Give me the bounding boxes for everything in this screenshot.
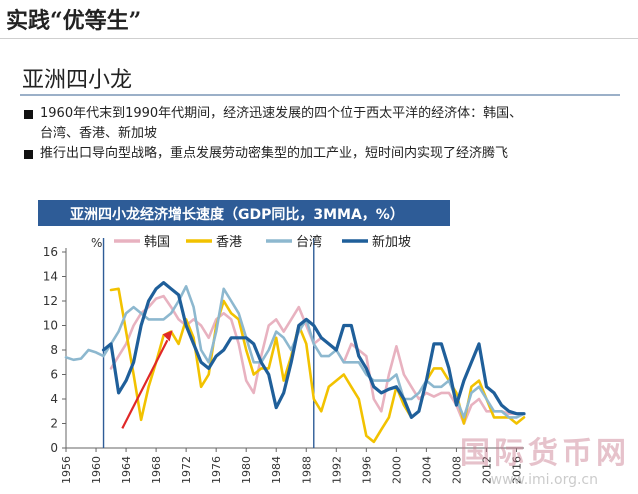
x-tick-label: 2000 bbox=[390, 456, 403, 484]
y-tick-label: 0 bbox=[50, 441, 58, 455]
x-tick-label: 1984 bbox=[270, 456, 283, 484]
trend-arrow-head bbox=[162, 330, 173, 342]
section-divider bbox=[20, 94, 620, 96]
y-tick-label: 4 bbox=[50, 392, 58, 406]
header-bar: 实践“优等生” bbox=[0, 0, 638, 39]
y-tick-label: 8 bbox=[50, 343, 58, 357]
x-tick-label: 1996 bbox=[360, 456, 373, 484]
trend-arrow-shaft bbox=[121, 339, 169, 429]
series-line-hongkong bbox=[109, 287, 526, 444]
x-tick-label: 1972 bbox=[180, 456, 193, 484]
bullet-square-icon bbox=[24, 150, 33, 159]
x-tick-label: 1992 bbox=[330, 456, 343, 484]
page-title: 实践“优等生” bbox=[6, 8, 142, 34]
chart-title-bar bbox=[38, 200, 450, 226]
bullet-text: 1960年代末到1990年代期间，经济迅速发展的四个位于西太平洋的经济体：韩国、 bbox=[40, 106, 523, 121]
y-tick-label: 10 bbox=[43, 319, 58, 333]
y-tick-label: 14 bbox=[43, 270, 58, 284]
x-tick-label: 1956 bbox=[60, 456, 73, 484]
x-tick-label: 2004 bbox=[420, 456, 433, 484]
series-line-singapore bbox=[101, 280, 526, 419]
x-tick-label: 1964 bbox=[120, 456, 133, 484]
bullet-text: 推行出口导向型战略，重点发展劳动密集型的加工产业，短时间内实现了经济腾飞 bbox=[40, 146, 509, 161]
gdp-growth-chart: 亚洲四小龙经济增长速度（GDP同比，3MMA，%）% 0 2 4 6 8 10 12 14 16 1… bbox=[0, 196, 638, 490]
bullet-list: 1960年代末到1990年代期间，经济迅速发展的四个位于西太平洋的经济体：韩国、… bbox=[22, 104, 634, 164]
legend-label-singapore: 新加坡 bbox=[372, 234, 411, 250]
y-tick-label: 12 bbox=[43, 294, 58, 308]
bullet-item: 推行出口导向型战略，重点发展劳动密集型的加工产业，短时间内实现了经济腾飞 bbox=[22, 144, 634, 164]
watermark-url: www.imi.org.cn bbox=[490, 472, 598, 488]
x-tick-label: 2016 bbox=[510, 456, 523, 484]
legend-label-taiwan: 台湾 bbox=[296, 234, 322, 250]
x-tick-label: 1980 bbox=[240, 456, 253, 484]
y-tick-label: 16 bbox=[43, 245, 58, 259]
y-axis-unit-label: % bbox=[91, 236, 102, 250]
x-tick-label: 2008 bbox=[450, 456, 463, 484]
y-tick-label: 2 bbox=[50, 417, 58, 431]
bullet-item: 1960年代末到1990年代期间，经济迅速发展的四个位于西太平洋的经济体：韩国、… bbox=[22, 104, 634, 144]
legend-label-korea: 韩国 bbox=[144, 235, 170, 250]
y-tick-label: 6 bbox=[50, 368, 58, 382]
x-tick-label: 2012 bbox=[480, 456, 493, 484]
x-tick-label: 1976 bbox=[210, 456, 223, 484]
bullet-square-icon bbox=[24, 110, 33, 119]
x-tick-label: 1968 bbox=[150, 456, 163, 484]
chart-svg: 亚洲四小龙经济增长速度（GDP同比，3MMA，%）% 0 2 4 6 8 10 12 14 16 1… bbox=[38, 200, 526, 484]
x-tick-label: 1960 bbox=[90, 456, 103, 484]
section-title: 亚洲四小龙 bbox=[22, 68, 133, 93]
legend-label-hongkong: 香港 bbox=[216, 235, 242, 250]
watermark-logo: 国际货币网 bbox=[460, 436, 630, 471]
x-tick-label: 1988 bbox=[300, 456, 313, 484]
bullet-text-continued: 台湾、香港、新加坡 bbox=[40, 126, 158, 141]
chart-title: 亚洲四小龙经济增长速度（GDP同比，3MMA，%） bbox=[70, 206, 404, 223]
